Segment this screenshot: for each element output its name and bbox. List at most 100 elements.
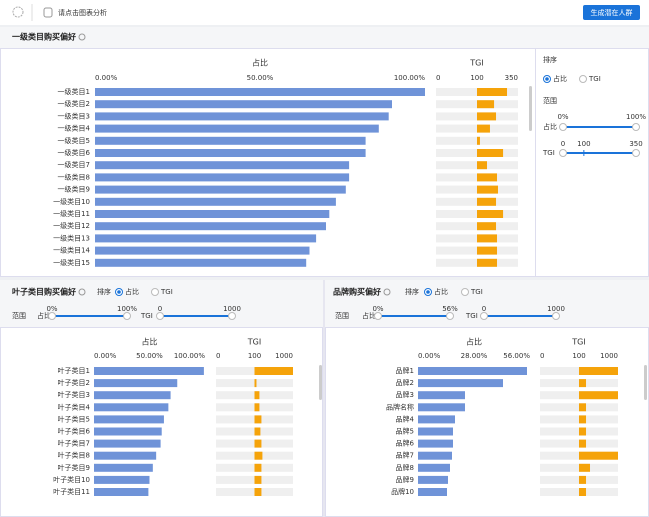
bar[interactable] <box>94 379 178 388</box>
scrollbar[interactable] <box>319 365 322 400</box>
bar[interactable] <box>254 379 257 388</box>
bar[interactable] <box>418 451 452 460</box>
bar[interactable] <box>477 185 498 194</box>
bar[interactable] <box>477 246 498 255</box>
bar[interactable] <box>95 149 366 157</box>
bar[interactable] <box>477 88 508 96</box>
slider-handle[interactable] <box>559 123 567 131</box>
bar[interactable] <box>477 161 488 170</box>
bar[interactable] <box>477 124 490 133</box>
bar[interactable] <box>254 391 260 400</box>
bar[interactable] <box>94 463 153 472</box>
bar[interactable] <box>95 197 336 206</box>
generate-button[interactable] <box>583 5 640 20</box>
bar[interactable] <box>477 173 498 182</box>
bar[interactable] <box>579 403 587 412</box>
bar[interactable] <box>418 367 527 375</box>
bar[interactable] <box>95 210 330 218</box>
radio[interactable] <box>461 288 469 296</box>
slider-handle[interactable] <box>632 149 640 157</box>
slider-handle[interactable] <box>552 312 560 320</box>
bar[interactable] <box>418 439 453 448</box>
slider-handle[interactable] <box>632 123 640 131</box>
bar[interactable] <box>477 210 504 218</box>
bar[interactable] <box>579 427 587 436</box>
bar[interactable] <box>95 173 350 182</box>
bar[interactable] <box>94 427 162 436</box>
bar[interactable] <box>418 488 447 496</box>
bar[interactable] <box>477 234 498 243</box>
bar[interactable] <box>94 475 150 484</box>
slider-handle[interactable] <box>374 312 382 320</box>
radio-label[interactable]: 占比 <box>125 287 139 296</box>
bar[interactable] <box>418 463 450 472</box>
bar[interactable] <box>579 379 587 388</box>
bar[interactable] <box>579 367 618 375</box>
bar[interactable] <box>579 439 587 448</box>
generate-button-label[interactable]: 生成潜在人群 <box>591 8 633 17</box>
bar[interactable] <box>579 451 618 460</box>
bar[interactable] <box>95 185 346 194</box>
bar[interactable] <box>418 427 453 436</box>
bar[interactable] <box>477 258 498 267</box>
bar[interactable] <box>418 379 503 388</box>
bar[interactable] <box>94 367 204 375</box>
bar[interactable] <box>254 451 263 460</box>
bar[interactable] <box>477 112 497 121</box>
bar[interactable] <box>579 391 618 400</box>
info-icon[interactable] <box>78 33 86 41</box>
bar[interactable] <box>418 415 455 424</box>
slider-handle[interactable] <box>559 149 567 157</box>
bar[interactable] <box>254 427 261 436</box>
slider-handle[interactable] <box>446 312 454 320</box>
scrollbar[interactable] <box>529 86 532 131</box>
bar[interactable] <box>95 112 389 121</box>
slider-handle[interactable] <box>228 312 236 320</box>
slider-handle[interactable] <box>480 312 488 320</box>
bar[interactable] <box>94 391 171 400</box>
bar[interactable] <box>94 415 164 424</box>
radio[interactable] <box>151 288 159 296</box>
bar[interactable] <box>254 475 262 484</box>
gear-icon[interactable] <box>12 6 24 18</box>
bar[interactable] <box>579 415 587 424</box>
bar[interactable] <box>95 136 366 145</box>
scrollbar[interactable] <box>644 365 647 400</box>
radio-label[interactable]: TGI <box>160 288 173 296</box>
bar[interactable] <box>477 222 497 231</box>
bar[interactable] <box>95 88 425 96</box>
bar[interactable] <box>95 258 307 267</box>
bar[interactable] <box>418 391 465 400</box>
radio-label[interactable]: TGI <box>588 75 601 83</box>
bar[interactable] <box>95 100 392 109</box>
bar[interactable] <box>477 197 497 206</box>
bar[interactable] <box>254 463 262 472</box>
slider-handle[interactable] <box>123 312 131 320</box>
radio-label[interactable]: 占比 <box>553 74 567 83</box>
info-icon[interactable] <box>78 288 86 296</box>
bar[interactable] <box>254 403 260 412</box>
slider-handle[interactable] <box>48 312 56 320</box>
bar[interactable] <box>254 415 262 424</box>
bar[interactable] <box>254 439 262 448</box>
bar[interactable] <box>579 475 587 484</box>
bar[interactable] <box>95 246 310 255</box>
bar[interactable] <box>95 161 350 170</box>
bar[interactable] <box>477 100 495 109</box>
radio-label[interactable]: 占比 <box>434 287 448 296</box>
bar[interactable] <box>254 488 262 496</box>
bar[interactable] <box>579 463 591 472</box>
bar[interactable] <box>418 475 448 484</box>
bar[interactable] <box>477 136 480 145</box>
bar[interactable] <box>94 403 169 412</box>
bar[interactable] <box>477 149 504 157</box>
bar[interactable] <box>94 488 149 496</box>
bar[interactable] <box>94 451 157 460</box>
bar[interactable] <box>94 439 161 448</box>
bar[interactable] <box>579 488 587 496</box>
bar[interactable] <box>254 367 294 375</box>
radio-label[interactable]: TGI <box>470 288 483 296</box>
slider-handle[interactable] <box>156 312 164 320</box>
radio[interactable] <box>579 75 587 83</box>
info-icon[interactable] <box>383 288 391 296</box>
